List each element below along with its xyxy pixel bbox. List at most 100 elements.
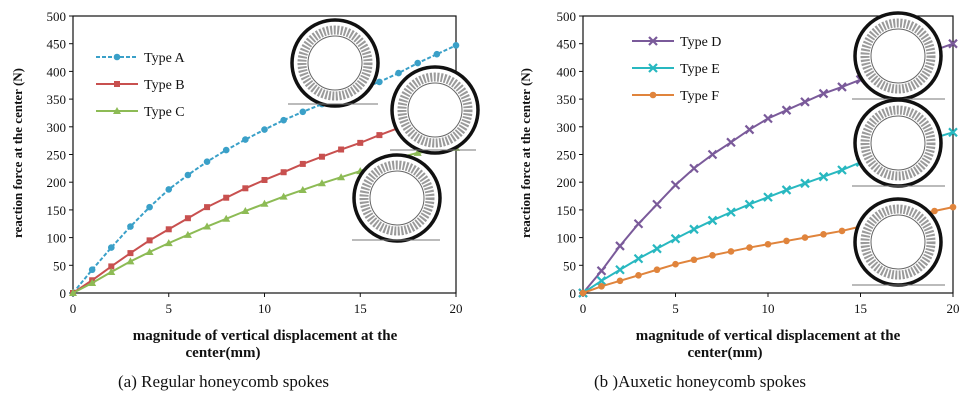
data-point (376, 78, 383, 86)
legend-entry-type-a: Type A (96, 51, 186, 66)
legend-label: Type E (680, 62, 720, 77)
data-point (184, 171, 192, 179)
wheel-hub (870, 28, 926, 84)
data-point (126, 257, 135, 265)
data-point (744, 199, 755, 210)
y-tick-label: 150 (557, 203, 577, 218)
axes-layer: 0 50 100 150 200 250 300 350 400 450 500 0 5 10 15 20 (557, 9, 960, 316)
data-point (413, 148, 422, 156)
x-tick-label: 15 (354, 301, 367, 316)
x-axis-title-line2: center(mm) (688, 345, 763, 361)
wheel-diagram-3 (852, 197, 945, 287)
data-point (108, 263, 115, 270)
x-tick-label: 0 (580, 301, 587, 316)
wheel-hub (870, 214, 926, 270)
data-point (837, 165, 847, 175)
data-point (395, 69, 402, 77)
x-tick-label: 20 (450, 301, 463, 316)
data-point (242, 136, 249, 143)
data-point (818, 171, 829, 182)
data-point (280, 169, 287, 176)
y-tick-label: 50 (563, 258, 576, 273)
wheel-hub (369, 170, 425, 226)
wheel-diagram-2 (390, 65, 480, 155)
data-point (781, 105, 792, 115)
data-point (280, 116, 287, 124)
y-tick-label: 400 (47, 64, 67, 79)
data-point (107, 267, 116, 275)
wheel-honeycomb-ring (860, 105, 936, 181)
data-point (260, 199, 269, 207)
x-axis-title-line1: magnitude of vertical displacement at th… (133, 328, 398, 344)
data-point (689, 224, 699, 235)
data-point (781, 185, 792, 195)
data-point (596, 276, 607, 286)
legend-marker (649, 91, 657, 99)
legend-label: Type B (144, 78, 185, 93)
data-point (746, 244, 753, 251)
x-axis-title-line2: center(mm) (186, 345, 261, 361)
data-point (146, 203, 153, 211)
data-point (298, 185, 307, 193)
data-point (203, 158, 211, 166)
y-tick-label: 100 (47, 231, 67, 246)
data-point (127, 250, 134, 257)
legend-marker (648, 63, 658, 73)
data-point (652, 199, 662, 210)
data-point (800, 178, 810, 189)
data-point (299, 160, 306, 167)
chart-regular-honeycomb: reaction force at the center (N) magnitu… (10, 9, 480, 361)
wheel-hub (307, 35, 363, 91)
axes-layer: 0 50 100 150 200 250 300 350 400 450 500 0 5 10 15 20 (47, 9, 463, 316)
data-point (376, 132, 383, 139)
data-point (838, 227, 846, 235)
data-point (948, 127, 958, 138)
data-point (145, 248, 154, 256)
data-point (707, 215, 718, 226)
data-point (204, 204, 211, 211)
data-point (783, 237, 790, 245)
data-point (579, 289, 587, 297)
y-tick-label: 450 (47, 37, 67, 52)
data-point (633, 253, 644, 264)
data-point (818, 88, 829, 99)
data-point (337, 173, 346, 181)
wheel-honeycomb-ring (860, 204, 936, 280)
caption-right: (b )Auxetic honeycomb spokes (594, 372, 806, 391)
data-point (261, 126, 268, 133)
data-point (242, 185, 249, 192)
data-point (146, 237, 153, 244)
legend-label: Type C (144, 105, 185, 120)
y-axis-title: reaction force at the center (N) (518, 68, 533, 238)
data-point (800, 97, 810, 107)
legend-entry-type-c: Type C (96, 105, 185, 120)
legend: Type D Type E Type F (632, 35, 721, 104)
x-tick-label: 5 (166, 301, 173, 316)
data-point (452, 42, 460, 49)
y-tick-label: 200 (557, 175, 577, 190)
data-point (338, 146, 345, 153)
wheel-diagram-3 (352, 153, 442, 243)
x-axis-title-line1: magnitude of vertical displacement at th… (636, 328, 901, 344)
y-tick-label: 400 (557, 64, 577, 79)
wheel-hub (407, 82, 463, 138)
data-point (726, 207, 736, 217)
legend-entry-type-b: Type B (96, 78, 185, 93)
data-point (598, 283, 605, 290)
y-tick-label: 350 (557, 92, 577, 107)
legend-label: Type A (144, 51, 186, 66)
y-axis-title: reaction force at the center (N) (10, 68, 25, 238)
y-tick-label: 50 (53, 258, 66, 273)
wheel-hub (870, 115, 926, 171)
legend-marker (648, 36, 658, 46)
data-point (222, 214, 231, 222)
y-tick-label: 250 (47, 148, 67, 163)
y-tick-label: 500 (47, 9, 67, 24)
data-point (69, 289, 77, 296)
x-tick-label: 20 (947, 301, 960, 316)
wheel-honeycomb-ring (297, 25, 373, 101)
x-tick-label: 10 (762, 301, 775, 316)
wheel-honeycomb-ring (860, 18, 936, 94)
wheel-diagrams (852, 11, 945, 287)
data-point (596, 266, 607, 276)
